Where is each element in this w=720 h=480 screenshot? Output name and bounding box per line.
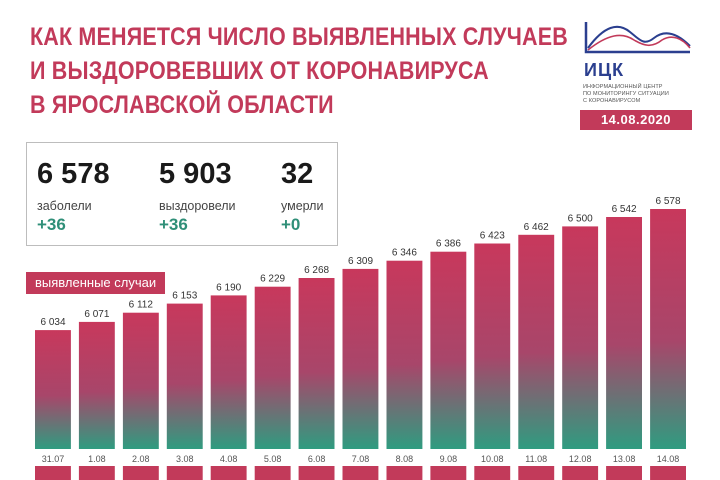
deaths-delta: +0 (281, 215, 301, 234)
x-tick-label: 13.08 (613, 454, 636, 464)
cropped-bar-4.08 (210, 466, 247, 480)
x-tick-label: 2.08 (132, 454, 150, 464)
x-tick-label: 10.08 (481, 454, 504, 464)
cases-label: заболели (37, 199, 92, 213)
cropped-bar-8.08 (386, 466, 423, 480)
cropped-bar-2.08 (122, 466, 159, 480)
cropped-bar-6.08 (298, 466, 335, 480)
date-badge: 14.08.2020 (580, 110, 692, 130)
bar-value-label: 6 462 (524, 222, 549, 233)
recovered-delta: +36 (159, 215, 188, 234)
logo-caption: ИНФОРМАЦИОННЫЙ ЦЕНТР ПО МОНИТОРИНГУ СИТУ… (583, 84, 703, 105)
bar-value-label: 6 386 (436, 239, 461, 250)
cropped-bar-5.08 (254, 466, 291, 480)
cropped-bar-14.08 (650, 466, 686, 480)
bar-value-label: 6 034 (40, 317, 65, 328)
bar-3.08 (166, 303, 203, 449)
bar-6.08 (298, 278, 335, 449)
stat-deaths: 32 умерли +0 (281, 159, 323, 235)
chart-legend: выявленные случаи (26, 272, 166, 294)
deaths-value: 32 (281, 158, 314, 190)
title-line-3: В ЯРОСЛАВСКОЙ ОБЛАСТИ (30, 91, 334, 119)
bar-value-label: 6 190 (216, 282, 241, 293)
recovered-value: 5 903 (159, 158, 232, 190)
cropped-bar-12.08 (562, 466, 599, 480)
stats-panel: 6 578 заболели +36 5 903 выздоровели +36… (26, 142, 338, 246)
cropped-bar-10.08 (474, 466, 511, 480)
bar-value-label: 6 071 (84, 309, 109, 320)
x-tick-label: 1.08 (88, 454, 106, 464)
stat-recovered: 5 903 выздоровели +36 (159, 159, 236, 235)
title-line-2: И ВЫЗДОРОВЕВШИХ ОТ КОРОНАВИРУСА (30, 57, 489, 85)
bar-5.08 (254, 286, 291, 449)
bar-10.08 (474, 243, 511, 449)
x-tick-label: 4.08 (220, 454, 238, 464)
bar-9.08 (430, 251, 467, 449)
bar-8.08 (386, 260, 423, 449)
bar-12.08 (562, 226, 599, 449)
x-tick-label: 9.08 (440, 454, 458, 464)
bar-value-label: 6 423 (480, 231, 505, 242)
x-tick-label: 3.08 (176, 454, 194, 464)
bar-value-label: 6 268 (304, 265, 329, 276)
cases-value: 6 578 (37, 158, 110, 190)
cropped-bar-31.07 (35, 466, 71, 480)
x-tick-label: 11.08 (525, 454, 547, 464)
logo-name: ИЦК (584, 60, 625, 80)
bar-value-label: 6 309 (348, 256, 373, 267)
bar-value-label: 6 346 (392, 248, 417, 259)
stat-cases: 6 578 заболели +36 (37, 159, 110, 235)
bar-value-label: 6 578 (655, 196, 680, 207)
bar-2.08 (122, 312, 159, 449)
cropped-bar-13.08 (606, 466, 642, 480)
bar-7.08 (342, 268, 379, 449)
x-tick-label: 12.08 (569, 454, 592, 464)
cropped-bar-7.08 (342, 466, 379, 480)
bar-4.08 (210, 295, 247, 449)
recovered-label: выздоровели (159, 199, 236, 213)
deaths-label: умерли (281, 199, 324, 213)
x-tick-label: 6.08 (308, 454, 326, 464)
x-tick-label: 7.08 (352, 454, 370, 464)
bar-31.07 (35, 330, 71, 449)
bar-13.08 (606, 217, 642, 449)
bar-value-label: 6 153 (172, 291, 197, 302)
x-tick-label: 5.08 (264, 454, 282, 464)
bar-value-label: 6 229 (260, 274, 285, 285)
logo-caption-line-1: ИНФОРМАЦИОННЫЙ ЦЕНТР (583, 84, 663, 90)
x-tick-label: 14.08 (657, 454, 680, 464)
x-tick-label: 31.07 (42, 454, 65, 464)
bar-14.08 (650, 209, 686, 449)
bar-value-label: 6 542 (612, 204, 637, 215)
bar-value-label: 6 500 (568, 213, 593, 224)
bar-value-label: 6 112 (129, 300, 154, 311)
x-tick-label: 8.08 (396, 454, 414, 464)
cases-delta: +36 (37, 215, 66, 234)
logo-caption-line-2: ПО МОНИТОРИНГУ СИТУАЦИИ (583, 91, 669, 97)
bar-11.08 (518, 234, 555, 449)
logo-icon (584, 22, 691, 54)
cropped-bar-11.08 (518, 466, 555, 480)
logo-caption-line-3: С КОРОНАВИРУСОМ (583, 98, 641, 104)
cropped-bar-1.08 (78, 466, 115, 480)
bar-1.08 (78, 321, 115, 449)
cropped-bar-9.08 (430, 466, 467, 480)
cropped-bar-3.08 (166, 466, 203, 480)
